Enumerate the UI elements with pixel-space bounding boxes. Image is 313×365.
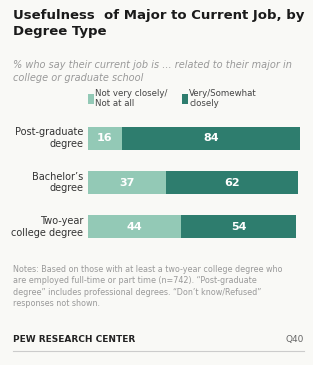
Bar: [122, 127, 300, 150]
Text: Not very closely/
Not at all: Not very closely/ Not at all: [95, 89, 168, 108]
Text: Notes: Based on those with at least a two-year college degree who
are employed f: Notes: Based on those with at least a tw…: [13, 265, 282, 308]
Bar: [88, 127, 122, 150]
Text: PEW RESEARCH CENTER: PEW RESEARCH CENTER: [13, 335, 135, 344]
Text: 37: 37: [119, 177, 135, 188]
Bar: [88, 171, 167, 194]
Text: Usefulness  of Major to Current Job, by
Degree Type: Usefulness of Major to Current Job, by D…: [13, 9, 304, 38]
Text: Bachelor’s
degree: Bachelor’s degree: [32, 172, 83, 193]
Text: Post-graduate
degree: Post-graduate degree: [15, 127, 83, 149]
Text: 62: 62: [224, 177, 240, 188]
Bar: [88, 215, 181, 238]
Text: 16: 16: [97, 133, 112, 143]
Bar: [181, 215, 296, 238]
Text: 54: 54: [231, 222, 247, 232]
Bar: [167, 171, 298, 194]
Text: 84: 84: [203, 133, 219, 143]
Text: % who say their current job is ... related to their major in
college or graduate: % who say their current job is ... relat…: [13, 60, 291, 82]
Text: Q40: Q40: [285, 335, 304, 344]
Text: Very/Somewhat
closely: Very/Somewhat closely: [189, 89, 257, 108]
Text: 44: 44: [126, 222, 142, 232]
Text: Two-year
college degree: Two-year college degree: [11, 216, 83, 238]
